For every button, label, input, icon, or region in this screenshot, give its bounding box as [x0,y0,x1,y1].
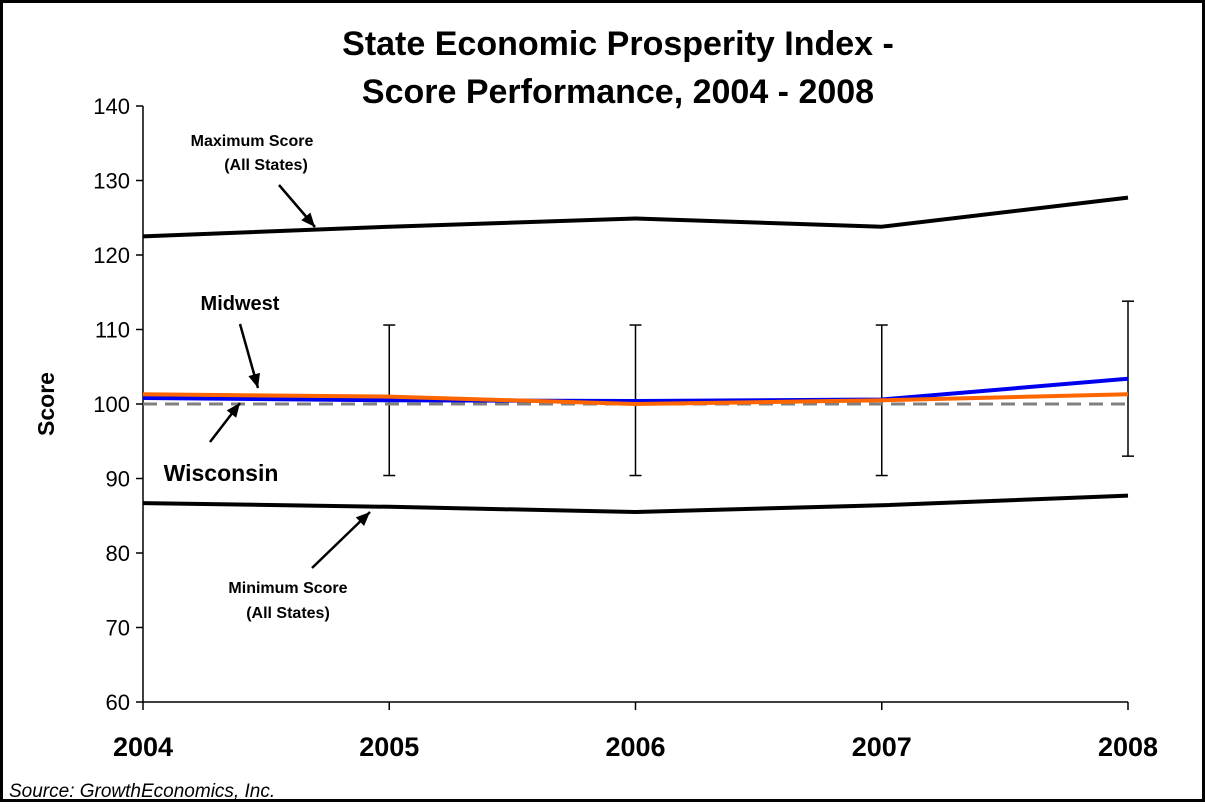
y-tick-label: 140 [93,94,130,119]
source-note: Source: GrowthEconomics, Inc. [9,781,275,802]
max-score-line [142,195,1129,239]
midwest-label: Midwest [201,293,280,315]
min-score-label-line-2: (All States) [246,605,330,622]
min-score-label-line-1: Minimum Score [228,580,347,597]
x-tick-label: 2007 [852,732,912,762]
max-score-arrow-head [301,212,315,227]
y-tick-label: 100 [93,392,130,417]
axes: 60 70 80 90 100 110 120 130 140 2004 2005 2006 2007 2… [93,94,1158,762]
y-tick-label: 110 [95,318,130,343]
annotation-arrows [209,184,371,569]
wisconsin-line [142,376,1129,403]
y-tick-label: 120 [93,243,130,268]
wisconsin-label: Wisconsin [164,460,279,486]
max-score-label-line-1: Maximum Score [191,133,314,150]
midwest-line [142,392,1129,406]
x-tick-label: 2004 [113,732,173,762]
y-tick-label: 130 [93,169,130,194]
series-lines [142,195,1129,514]
chart-title-line-2: Score Performance, 2004 - 2008 [362,73,874,111]
chart-title-line-1: State Economic Prosperity Index - [342,25,894,63]
wisconsin-arrow-head [226,403,240,418]
y-tick-label: 90 [106,467,130,492]
max-score-label-line-2: (All States) [224,157,308,174]
y-tick-label: 80 [106,541,130,566]
min-score-line [142,493,1129,514]
midwest-arrow-head [248,372,260,388]
x-tick-label: 2005 [359,732,419,762]
x-tick-label: 2006 [605,732,665,762]
y-tick-label: 70 [106,616,130,641]
y-axis-label: Score [33,372,59,436]
y-tick-label: 60 [106,690,130,715]
x-tick-label: 2008 [1098,732,1158,762]
min-score-arrow-head [355,512,370,526]
